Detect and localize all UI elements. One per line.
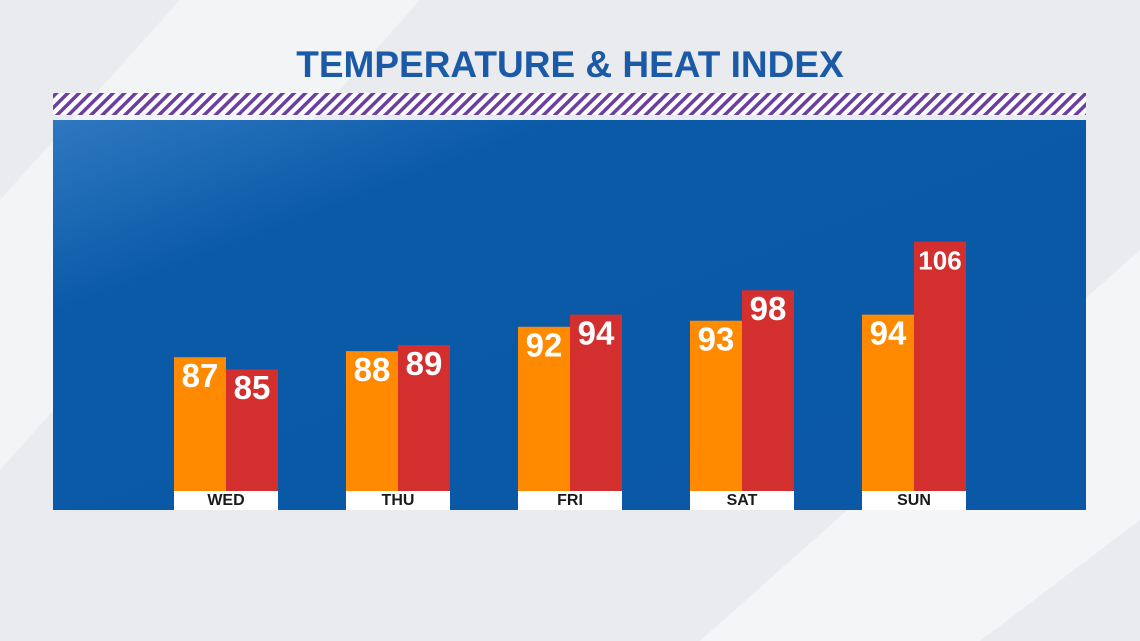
- chart-title: TEMPERATURE & HEAT INDEX: [296, 44, 844, 85]
- data-label: 94: [870, 314, 907, 351]
- bar: [690, 320, 742, 491]
- data-label: 89: [406, 345, 443, 382]
- bar: [226, 369, 278, 491]
- category-strip: [174, 491, 278, 510]
- category-strip: [690, 491, 794, 510]
- data-label: 94: [578, 314, 615, 351]
- data-label: 85: [234, 369, 271, 406]
- x-tick-label: WED: [207, 492, 244, 509]
- data-label: 87: [182, 357, 219, 394]
- data-label: 98: [750, 290, 787, 327]
- data-label: 92: [526, 327, 563, 364]
- data-label: 106: [918, 246, 961, 276]
- category-strip: [862, 491, 966, 510]
- bar: [346, 351, 398, 491]
- bar: [398, 345, 450, 491]
- x-tick-label: SAT: [727, 492, 758, 509]
- x-tick-label: FRI: [557, 492, 583, 509]
- bar: [742, 290, 794, 491]
- data-label: 93: [698, 320, 735, 357]
- bar: [518, 326, 570, 491]
- bar: [914, 241, 966, 491]
- x-tick-label: SUN: [897, 492, 931, 509]
- bar: [570, 314, 622, 491]
- bar: [174, 357, 226, 491]
- category-strip: [346, 491, 450, 510]
- bar: [862, 314, 914, 491]
- data-label: 88: [354, 351, 391, 388]
- hatch-band: [53, 93, 1086, 115]
- category-strip: [518, 491, 622, 510]
- x-tick-label: THU: [382, 492, 415, 509]
